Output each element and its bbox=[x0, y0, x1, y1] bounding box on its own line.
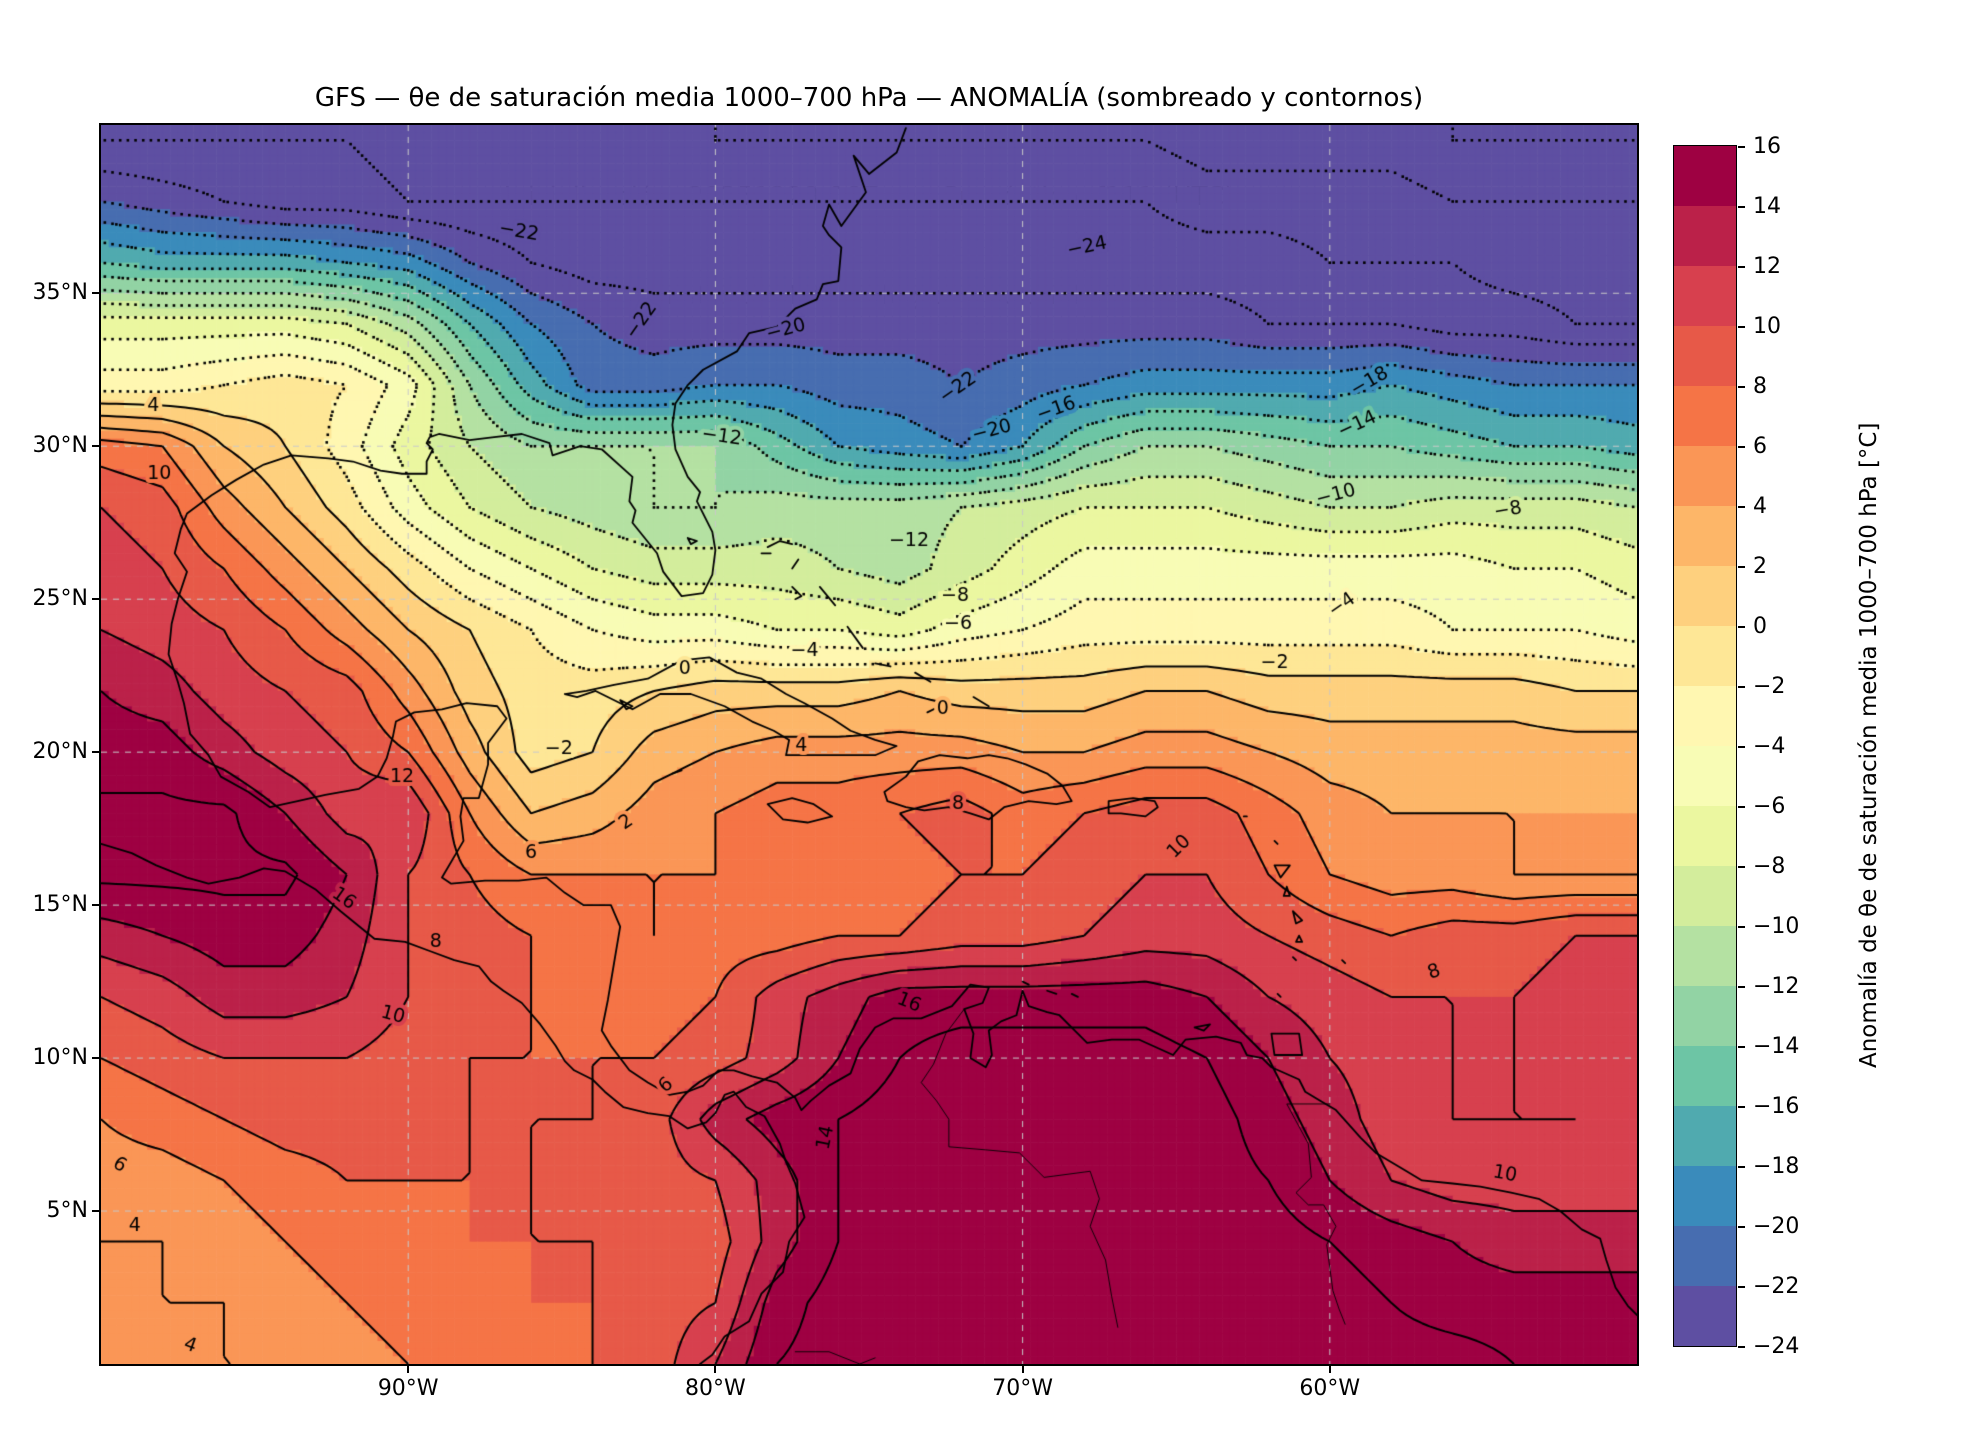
x-tick bbox=[407, 1366, 410, 1373]
colorbar-segment bbox=[1674, 986, 1736, 1046]
colorbar-segment bbox=[1674, 1286, 1736, 1346]
colorbar-segment bbox=[1674, 1166, 1736, 1226]
colorbar-tick bbox=[1738, 805, 1745, 808]
colorbar-tick-label: 10 bbox=[1753, 313, 1781, 339]
colorbar-tick-label: −24 bbox=[1753, 1333, 1800, 1359]
colorbar-tick bbox=[1738, 745, 1745, 748]
x-tick-label: 80°W bbox=[685, 1376, 746, 1401]
colorbar-tick bbox=[1738, 265, 1745, 268]
colorbar-tick bbox=[1738, 685, 1745, 688]
x-tick-label: 60°W bbox=[1299, 1376, 1361, 1401]
colorbar-tick bbox=[1738, 625, 1745, 628]
colorbar-tick-label: −14 bbox=[1753, 1033, 1800, 1059]
colorbar-segment bbox=[1674, 386, 1736, 446]
y-tick-label: 20°N bbox=[32, 739, 88, 765]
colorbar-tick bbox=[1738, 925, 1745, 928]
colorbar-segment bbox=[1674, 206, 1736, 266]
colorbar-tick bbox=[1738, 445, 1745, 448]
colorbar-tick bbox=[1738, 145, 1745, 148]
colorbar-tick-label: −22 bbox=[1753, 1273, 1800, 1299]
colorbar-segment bbox=[1674, 566, 1736, 626]
y-tick bbox=[92, 598, 99, 601]
colorbar-segment bbox=[1674, 326, 1736, 386]
colorbar-segment bbox=[1674, 746, 1736, 806]
colorbar-tick-label: −12 bbox=[1753, 973, 1800, 999]
colorbar-tick-label: 16 bbox=[1753, 133, 1781, 159]
y-tick-label: 25°N bbox=[32, 586, 88, 612]
colorbar-tick-label: −18 bbox=[1753, 1153, 1800, 1179]
y-tick bbox=[92, 1210, 99, 1213]
colorbar-segment bbox=[1674, 926, 1736, 986]
colorbar bbox=[1673, 145, 1737, 1347]
colorbar-tick bbox=[1738, 325, 1745, 328]
colorbar-tick-label: 0 bbox=[1753, 613, 1767, 639]
colorbar-tick bbox=[1738, 205, 1745, 208]
colorbar-tick-label: 4 bbox=[1753, 493, 1767, 519]
map-plot bbox=[99, 123, 1639, 1366]
y-tick bbox=[92, 904, 99, 907]
colorbar-tick-label: 14 bbox=[1753, 193, 1781, 219]
colorbar-tick-label: 6 bbox=[1753, 433, 1767, 459]
x-tick-label: 90°W bbox=[377, 1376, 439, 1401]
y-tick-label: 10°N bbox=[32, 1045, 88, 1071]
colorbar-segment bbox=[1674, 266, 1736, 326]
colorbar-tick-label: −6 bbox=[1753, 793, 1786, 819]
colorbar-tick-label: −2 bbox=[1753, 673, 1786, 699]
colorbar-tick-label: −20 bbox=[1753, 1213, 1800, 1239]
colorbar-tick-label: 12 bbox=[1753, 253, 1781, 279]
colorbar-segment bbox=[1674, 1226, 1736, 1286]
x-tick bbox=[1328, 1366, 1331, 1373]
colorbar-segment bbox=[1674, 1046, 1736, 1106]
y-tick bbox=[92, 445, 99, 448]
colorbar-tick bbox=[1738, 505, 1745, 508]
colorbar-segment bbox=[1674, 806, 1736, 866]
colorbar-tick-label: −16 bbox=[1753, 1093, 1800, 1119]
y-tick bbox=[92, 751, 99, 754]
colorbar-tick bbox=[1738, 1345, 1745, 1348]
x-tick-label: 70°W bbox=[992, 1376, 1053, 1401]
colorbar-tick bbox=[1738, 565, 1745, 568]
colorbar-tick bbox=[1738, 985, 1745, 988]
colorbar-tick-label: −10 bbox=[1753, 913, 1800, 939]
y-tick-label: 30°N bbox=[32, 433, 88, 459]
x-tick bbox=[1021, 1366, 1024, 1373]
colorbar-segment bbox=[1674, 1106, 1736, 1166]
colorbar-tick-label: 2 bbox=[1753, 553, 1767, 579]
map-canvas bbox=[101, 125, 1637, 1364]
colorbar-tick bbox=[1738, 1165, 1745, 1168]
colorbar-tick bbox=[1738, 865, 1745, 868]
colorbar-segment bbox=[1674, 506, 1736, 566]
colorbar-tick-label: 8 bbox=[1753, 373, 1767, 399]
y-tick-label: 35°N bbox=[32, 280, 88, 306]
colorbar-tick-label: −8 bbox=[1753, 853, 1786, 879]
y-tick bbox=[92, 1057, 99, 1060]
colorbar-segment bbox=[1674, 626, 1736, 686]
y-tick-label: 15°N bbox=[32, 892, 88, 918]
colorbar-tick bbox=[1738, 1225, 1745, 1228]
colorbar-segment bbox=[1674, 146, 1736, 206]
colorbar-tick-label: −4 bbox=[1753, 733, 1786, 759]
colorbar-tick bbox=[1738, 1105, 1745, 1108]
colorbar-segment bbox=[1674, 686, 1736, 746]
chart-title: GFS — θe de saturación media 1000–700 hP… bbox=[314, 83, 1424, 113]
y-tick-label: 5°N bbox=[46, 1198, 88, 1224]
colorbar-tick bbox=[1738, 385, 1745, 388]
colorbar-segment bbox=[1674, 866, 1736, 926]
colorbar-label: Anomalía de θe de saturación media 1000–… bbox=[1856, 422, 1882, 1068]
y-tick bbox=[92, 292, 99, 295]
x-tick bbox=[714, 1366, 717, 1373]
colorbar-segment bbox=[1674, 446, 1736, 506]
colorbar-tick bbox=[1738, 1045, 1745, 1048]
colorbar-tick bbox=[1738, 1285, 1745, 1288]
